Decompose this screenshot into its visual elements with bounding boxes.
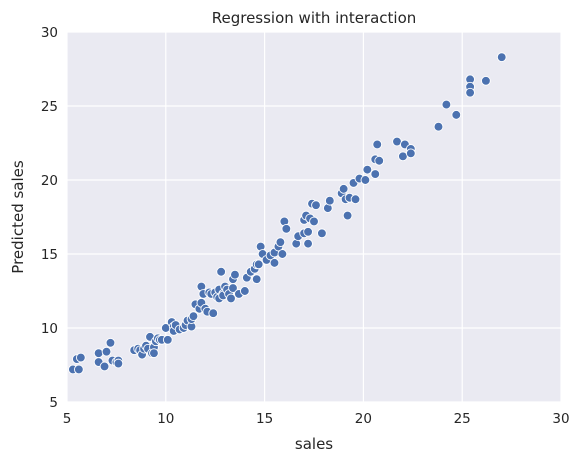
x-tick-label: 30 bbox=[552, 411, 569, 427]
data-point bbox=[105, 337, 116, 348]
chart-title: Regression with interaction bbox=[212, 9, 417, 27]
data-point bbox=[309, 216, 319, 227]
data-point bbox=[162, 334, 173, 345]
y-tick-label: 25 bbox=[41, 99, 58, 115]
data-point bbox=[75, 352, 86, 363]
data-point bbox=[441, 99, 452, 110]
data-point bbox=[405, 148, 416, 159]
data-point bbox=[342, 210, 353, 221]
data-point bbox=[269, 258, 280, 268]
data-point bbox=[370, 169, 381, 179]
gridlines bbox=[66, 31, 562, 403]
data-point bbox=[101, 346, 112, 357]
tick-labels: 5 10 15 20 25 30 5 10 15 20 25 30 bbox=[41, 25, 570, 427]
y-tick-label: 20 bbox=[41, 173, 58, 189]
x-tick-label: 25 bbox=[454, 411, 471, 427]
data-point bbox=[216, 266, 226, 277]
data-point bbox=[208, 308, 219, 319]
data-point bbox=[317, 228, 327, 239]
data-point bbox=[303, 238, 313, 249]
data-point bbox=[281, 223, 292, 234]
x-axis-label: sales bbox=[295, 435, 333, 453]
data-point bbox=[303, 226, 313, 237]
data-point bbox=[93, 348, 104, 359]
data-point bbox=[451, 110, 462, 120]
data-point bbox=[324, 195, 335, 206]
data-points bbox=[68, 52, 507, 375]
data-point bbox=[481, 75, 491, 86]
y-tick-label: 30 bbox=[41, 25, 58, 41]
data-point bbox=[360, 175, 371, 185]
data-point bbox=[433, 121, 444, 132]
data-point bbox=[230, 269, 240, 280]
data-point bbox=[338, 184, 349, 194]
x-tick-label: 10 bbox=[157, 411, 174, 427]
data-point bbox=[372, 139, 383, 150]
y-tick-label: 5 bbox=[49, 395, 58, 411]
data-point bbox=[239, 286, 250, 296]
data-point bbox=[465, 87, 475, 98]
x-tick-label: 5 bbox=[63, 411, 72, 427]
x-tick-label: 15 bbox=[256, 411, 273, 427]
y-axis-label: Predicted sales bbox=[9, 160, 27, 274]
data-point bbox=[496, 52, 507, 63]
data-point bbox=[149, 348, 159, 359]
data-point bbox=[350, 194, 361, 205]
y-tick-label: 15 bbox=[41, 247, 58, 263]
data-point bbox=[113, 358, 124, 369]
data-point bbox=[275, 237, 286, 248]
data-point bbox=[362, 164, 373, 175]
data-point bbox=[253, 259, 264, 270]
x-tick-label: 20 bbox=[355, 411, 372, 427]
data-point bbox=[99, 361, 110, 372]
data-point bbox=[251, 274, 262, 285]
y-tick-label: 10 bbox=[41, 321, 58, 337]
data-point bbox=[74, 364, 84, 375]
data-point bbox=[374, 155, 385, 166]
data-point bbox=[226, 293, 236, 304]
data-point bbox=[277, 249, 288, 259]
data-point bbox=[311, 200, 321, 211]
data-point bbox=[188, 311, 199, 322]
